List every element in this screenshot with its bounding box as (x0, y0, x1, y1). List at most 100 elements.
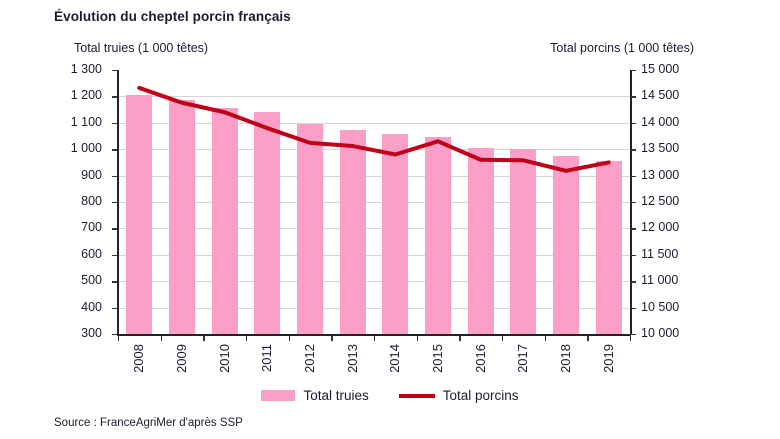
left-axis-label: 600 (81, 246, 102, 261)
bar-2017 (510, 149, 537, 334)
x-axis-tick (246, 335, 248, 341)
right-axis-label: 11 500 (641, 246, 679, 261)
right-axis-label: 12 500 (641, 194, 680, 208)
x-axis-label-2013: 2013 (344, 344, 360, 373)
x-axis-label-2017: 2017 (515, 344, 531, 373)
x-axis-tick (118, 335, 120, 341)
right-axis-caption: Total porcins (1 000 têtes) (550, 41, 694, 55)
x-axis-label-2015: 2015 (430, 344, 445, 373)
gridline (118, 175, 630, 177)
x-axis-tick (374, 335, 376, 341)
right-axis-label: 12 000 (641, 220, 680, 235)
legend-item-total-porcins[interactable]: Total porcins (398, 388, 519, 403)
right-axis-tick (631, 149, 636, 151)
legend-line-swatch-icon (398, 393, 435, 398)
left-axis-label: 400 (81, 299, 102, 314)
right-axis-tick (631, 254, 636, 257)
x-axis-label-2009: 2009 (174, 344, 189, 373)
x-axis-tick (331, 335, 333, 341)
bar-2014 (382, 133, 409, 334)
bar-2015 (425, 136, 451, 334)
left-axis-line (117, 70, 119, 335)
left-axis-tick (112, 334, 117, 336)
x-axis-tick (459, 335, 461, 341)
right-axis-label: 15 000 (641, 62, 680, 76)
right-axis-label: 14 500 (641, 88, 680, 103)
right-axis-tick (631, 96, 636, 98)
left-axis-label: 900 (81, 167, 102, 182)
bar-2016 (467, 147, 494, 334)
x-axis-label-2008: 2008 (131, 344, 147, 373)
gridline (118, 96, 630, 98)
bar-2019 (595, 161, 622, 334)
right-axis-tick (631, 202, 636, 204)
left-axis-tick (112, 307, 117, 309)
x-axis-label-2010: 2010 (216, 344, 232, 373)
bar-2013 (339, 130, 366, 334)
left-axis-label: 1 100 (70, 114, 102, 129)
right-axis-label: 10 000 (641, 326, 680, 340)
x-axis-tick (502, 335, 504, 341)
bar-2009 (169, 100, 195, 334)
legend-label: Total truies (303, 388, 369, 403)
x-axis-tick (587, 335, 589, 341)
right-axis-label: 10 500 (641, 299, 680, 314)
right-axis-tick (631, 334, 636, 336)
left-axis-tick (112, 70, 117, 72)
legend-bar-swatch-icon (261, 390, 296, 401)
gridline (118, 122, 630, 124)
gridline (118, 228, 630, 230)
left-axis-label: 1 200 (70, 88, 102, 103)
left-axis-tick (112, 202, 117, 204)
bar-2012 (297, 124, 323, 334)
plot-area (118, 70, 630, 335)
legend-label: Total porcins (442, 388, 519, 403)
left-axis-tick (112, 228, 117, 230)
right-axis-tick (631, 175, 636, 177)
bar-2011 (254, 112, 281, 334)
x-axis-tick (544, 335, 547, 341)
left-axis-label: 300 (81, 326, 102, 340)
x-axis-label-2019: 2019 (600, 344, 616, 373)
legend: Total truies Total porcins (0, 388, 780, 403)
left-axis-label: 1 300 (70, 62, 102, 76)
x-axis-line (117, 334, 631, 336)
x-axis-tick (630, 335, 632, 341)
right-axis-label: 14 000 (641, 114, 680, 129)
right-axis-tick (631, 307, 636, 309)
left-axis-tick (112, 96, 117, 98)
left-axis-tick (112, 281, 117, 283)
right-axis-tick (631, 122, 636, 125)
right-axis-tick (631, 281, 636, 283)
x-axis-tick (416, 335, 419, 341)
legend-item-total-truies[interactable]: Total truies (261, 388, 369, 403)
source-note: Source : FranceAgriMer d'après SSP (54, 417, 243, 429)
left-axis-caption: Total truies (1 000 têtes) (74, 41, 209, 55)
right-axis-line (630, 70, 632, 335)
right-axis-label: 13 500 (641, 141, 680, 156)
left-axis-tick (112, 122, 117, 125)
x-axis-tick (288, 335, 291, 341)
bar-2008 (126, 95, 153, 334)
right-axis-label: 11 000 (641, 273, 679, 288)
left-axis-label: 700 (81, 220, 102, 235)
gridline (118, 202, 630, 203)
left-axis-label: 800 (81, 194, 102, 208)
right-axis-tick (631, 70, 636, 72)
x-axis-tick (160, 335, 163, 341)
left-axis-tick (112, 149, 117, 151)
left-axis-tick (112, 254, 117, 257)
bar-2018 (553, 155, 579, 334)
right-axis-tick (631, 228, 636, 230)
line-series-total-porcins (137, 85, 611, 173)
x-axis-label-2018: 2018 (558, 344, 573, 373)
bar-2010 (211, 108, 238, 334)
gridline (118, 281, 630, 283)
x-axis-label-2012: 2012 (302, 344, 317, 373)
left-axis-label: 500 (81, 273, 102, 288)
x-axis-label-2016: 2016 (472, 344, 488, 373)
x-axis-label-2011: 2011 (259, 344, 275, 372)
left-axis-label: 1 000 (70, 141, 102, 156)
left-axis-tick (112, 175, 117, 177)
